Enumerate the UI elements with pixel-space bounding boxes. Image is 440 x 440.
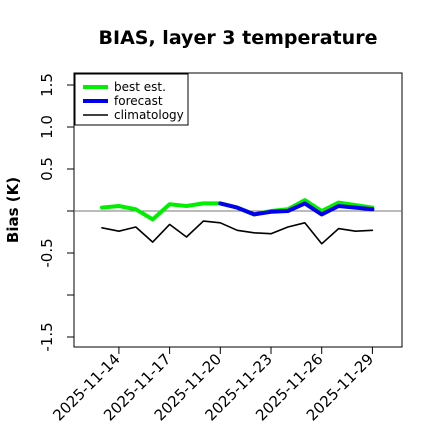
y-axis: -1.5 -0.5 0.5 1.0 1.5 bbox=[38, 73, 74, 352]
legend-label-forecast: forecast bbox=[114, 94, 163, 108]
y-tick-label: 1.0 bbox=[38, 115, 56, 139]
legend-label-climatology: climatology bbox=[114, 108, 184, 122]
legend: best est. forecast climatology bbox=[74, 73, 189, 126]
legend-label-best-est: best est. bbox=[114, 80, 166, 94]
y-tick-label: 1.5 bbox=[38, 73, 56, 97]
series-line-forecast bbox=[218, 201, 375, 217]
y-tick-label: -0.5 bbox=[38, 238, 56, 267]
plot-frame bbox=[73, 72, 403, 348]
y-tick-label: -1.5 bbox=[38, 322, 56, 351]
y-axis-label: Bias (K) bbox=[4, 177, 22, 243]
series-line-climatology bbox=[101, 220, 374, 245]
y-tick-label: 0.5 bbox=[38, 157, 56, 181]
series-group bbox=[100, 198, 375, 245]
x-axis: 2025-11-142025-11-172025-11-202025-11-23… bbox=[49, 347, 377, 424]
chart-title: BIAS, layer 3 temperature bbox=[99, 27, 378, 49]
